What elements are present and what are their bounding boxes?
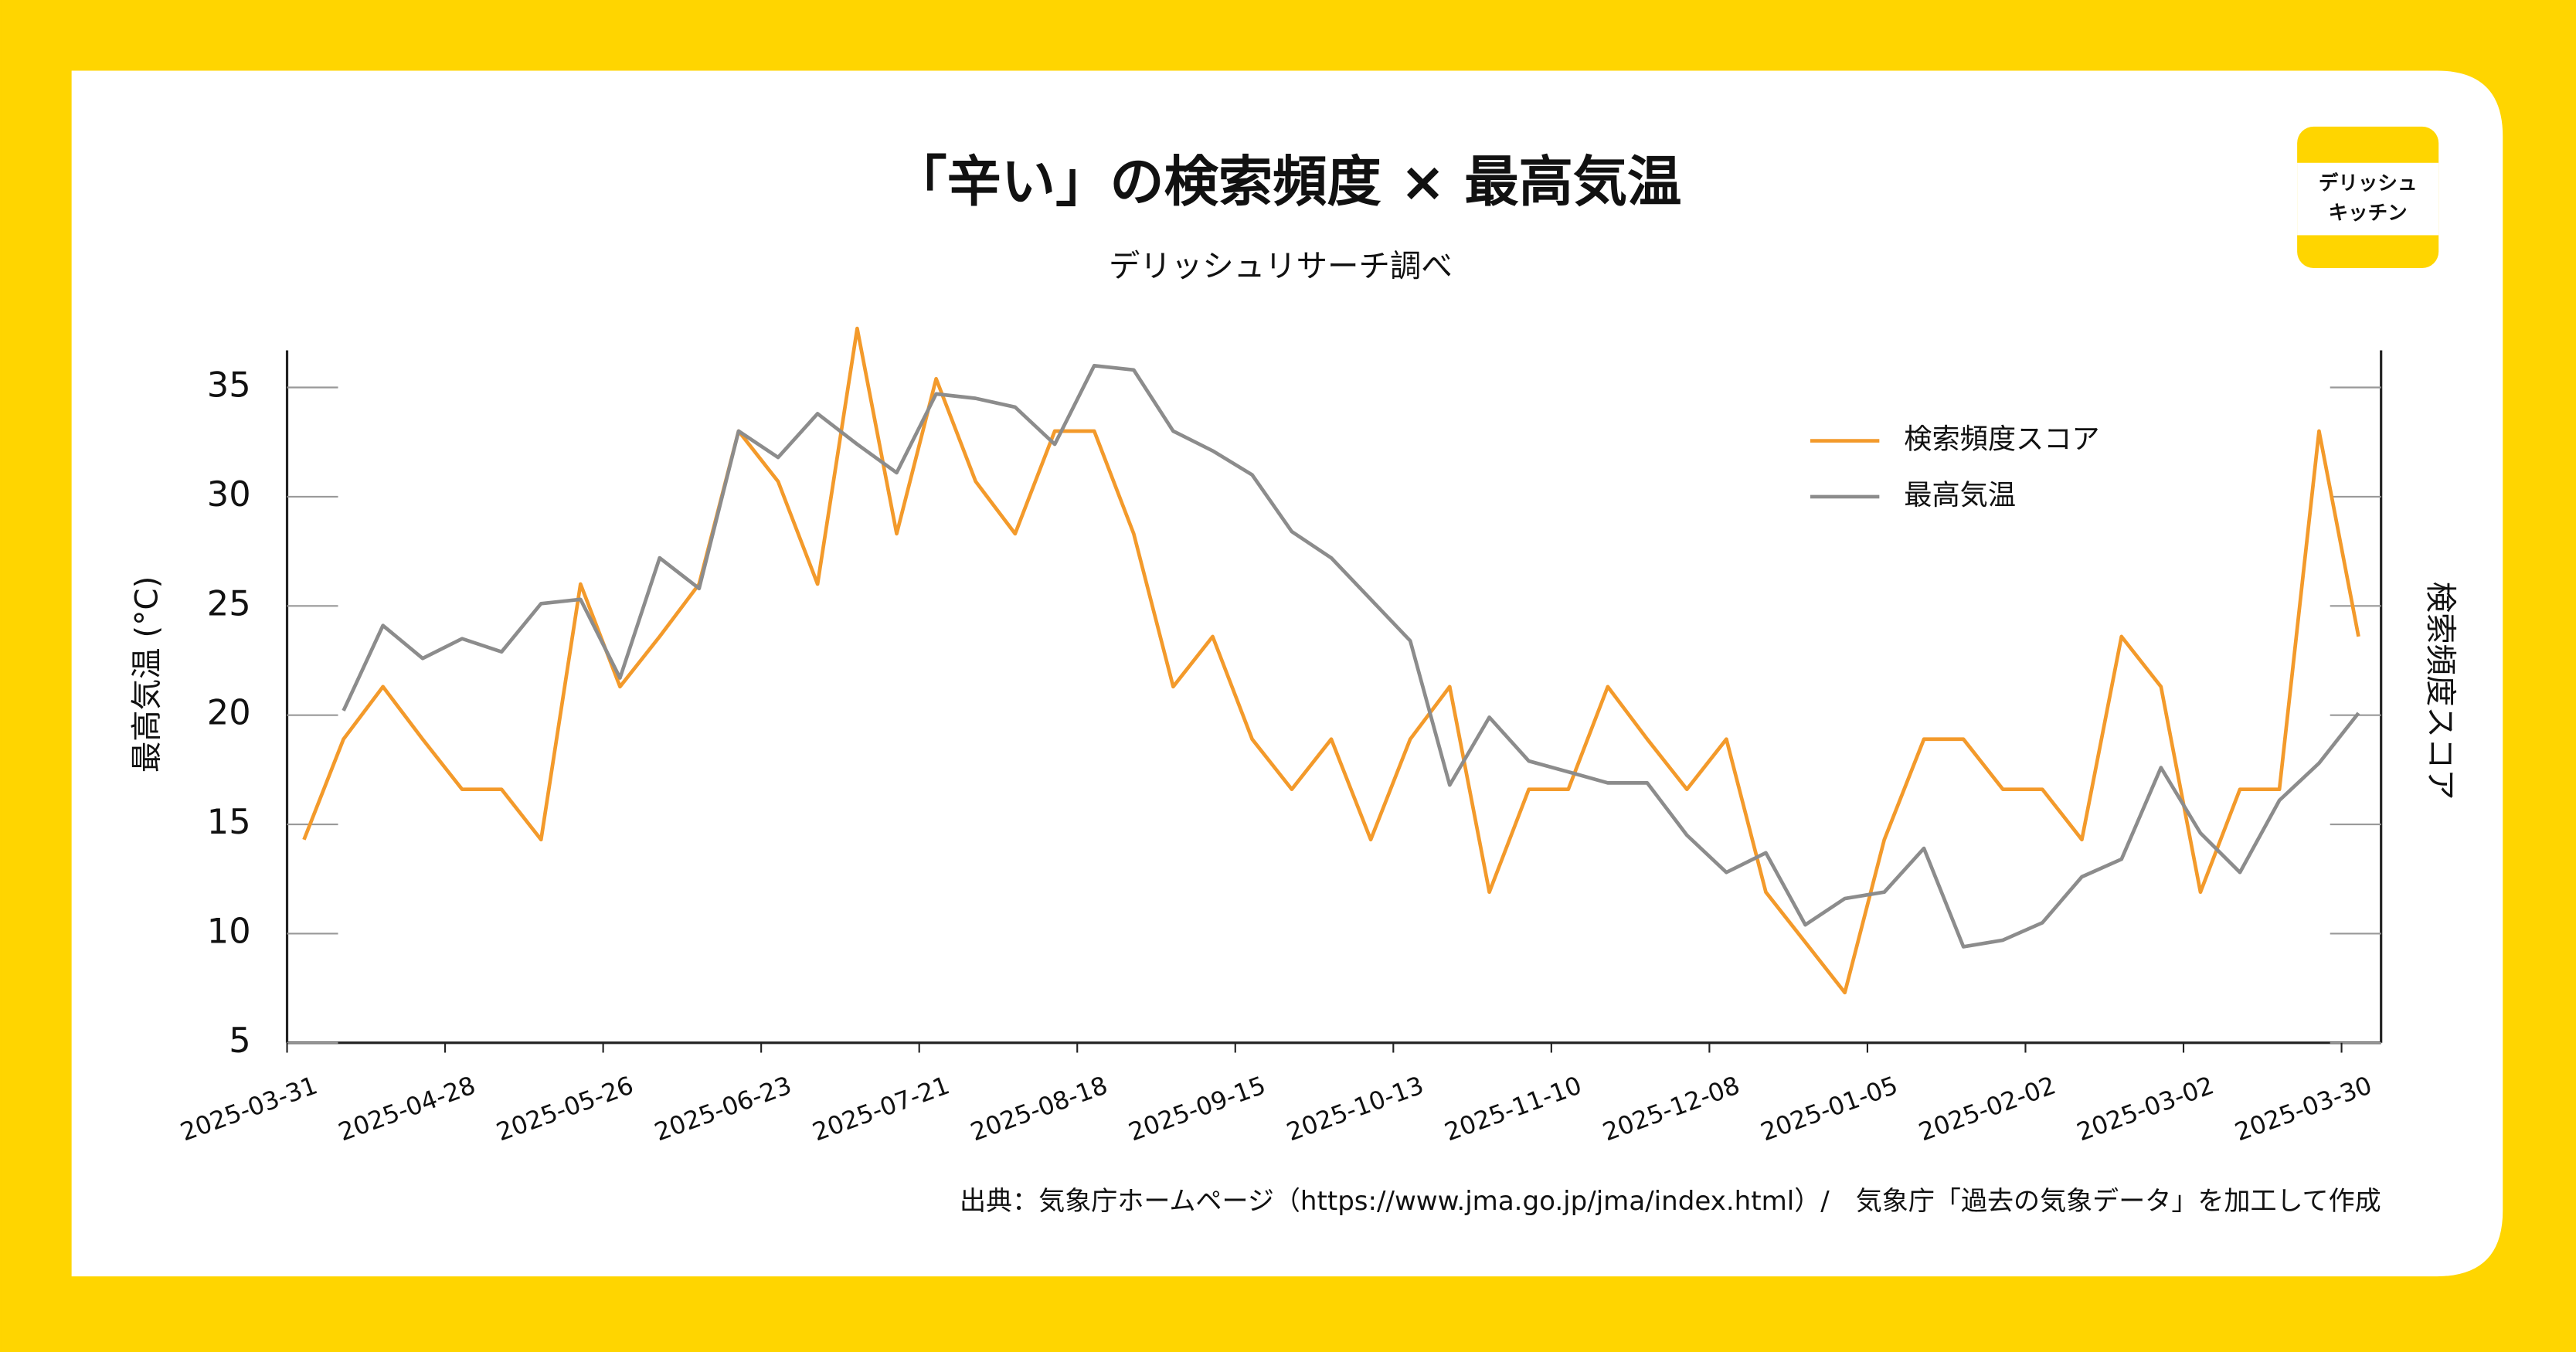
chart-subtitle: デリッシュリサーチ調べ [1109,247,1453,284]
series-line [342,363,2360,949]
y-tick-label: 35 [207,365,251,406]
logo-band [2297,162,2439,236]
y-axis-label: 最高気温 (°C) [128,576,165,773]
source-note: 出典：気象庁ホームページ（https://www.jma.go.jp/jma/i… [960,1186,2381,1217]
y-tick-label: 15 [207,802,251,842]
y-tick-label: 5 [229,1021,250,1061]
logo-text: デリッシュ [2319,172,2418,195]
y-tick-label: 30 [207,474,251,515]
legend-label: 最高気温 [1904,478,2016,511]
legend-label: 検索頻度スコア [1904,423,2099,456]
y-tick-label: 20 [207,693,251,733]
logo-text: キッチン [2329,202,2408,225]
y-tick-label: 10 [207,911,251,951]
y-tick-label: 25 [207,583,251,623]
series-line [302,326,2360,995]
card [71,70,2503,1277]
chart-title: 「辛い」の検索頻度 × 最高気温 [892,151,1681,214]
y2-axis-label: 検索頻度スコア [2422,582,2459,800]
